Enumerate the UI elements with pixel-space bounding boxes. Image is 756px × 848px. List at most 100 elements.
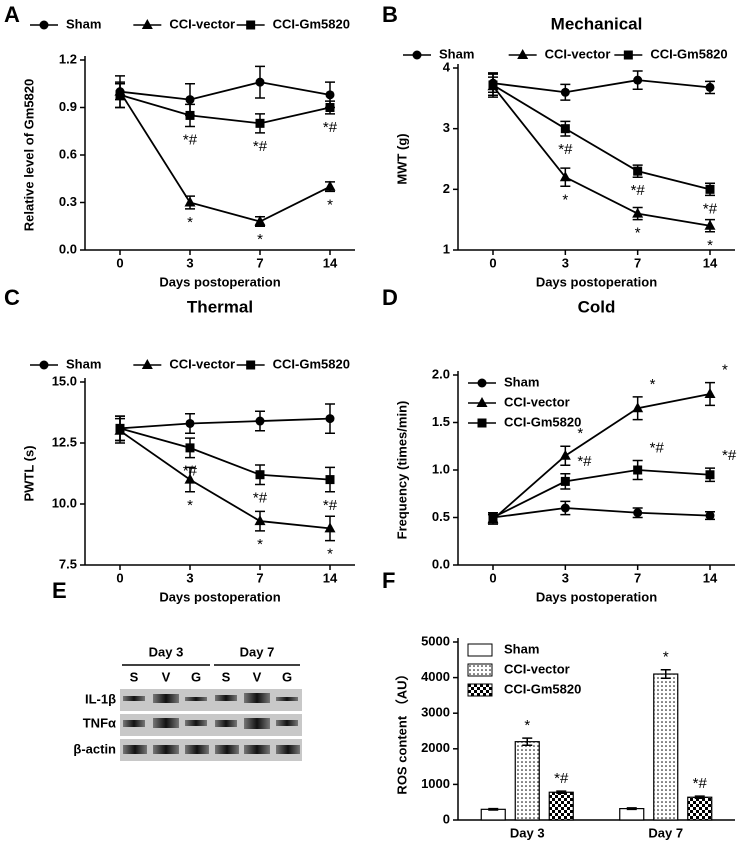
x-tick-label: 7 bbox=[256, 570, 263, 585]
series-line bbox=[492, 85, 711, 227]
legend-label: Sham bbox=[504, 641, 539, 656]
legend-swatch bbox=[467, 683, 493, 697]
significance-mark: * bbox=[187, 497, 193, 514]
bar bbox=[548, 791, 574, 821]
x-tick-label: 14 bbox=[323, 570, 338, 585]
marker bbox=[255, 118, 265, 128]
marker bbox=[325, 475, 335, 485]
y-axis-label: ROS content （AU） bbox=[394, 667, 409, 794]
marker bbox=[559, 449, 571, 460]
y-tick-label: 10.0 bbox=[52, 495, 77, 510]
marker bbox=[324, 522, 336, 533]
panel-letter: F bbox=[382, 568, 395, 593]
x-tick-label: 7 bbox=[256, 255, 263, 270]
y-tick-label: 3 bbox=[443, 120, 450, 135]
significance-mark: * bbox=[577, 425, 583, 442]
y-tick-label: 5000 bbox=[421, 633, 450, 648]
error-bar bbox=[694, 795, 705, 800]
significance-mark: *# bbox=[558, 141, 573, 158]
y-axis-label: Frequency (times/min) bbox=[394, 401, 409, 540]
marker bbox=[517, 49, 529, 59]
series-line bbox=[119, 427, 331, 481]
significance-mark: * bbox=[722, 362, 728, 379]
significance-mark: * bbox=[635, 225, 641, 242]
y-tick-label: 0.5 bbox=[432, 509, 450, 524]
lane-label: V bbox=[253, 669, 262, 684]
marker bbox=[705, 511, 715, 521]
x-tick-label: 14 bbox=[323, 255, 338, 270]
y-tick-label: 0.0 bbox=[432, 556, 450, 571]
x-tick-label: Day 7 bbox=[648, 825, 683, 840]
series-line bbox=[119, 81, 331, 101]
x-tick-label: 14 bbox=[703, 570, 718, 585]
marker bbox=[488, 80, 498, 90]
legend-label: Sham bbox=[66, 356, 101, 371]
significance-mark: *# bbox=[650, 439, 665, 456]
marker bbox=[623, 50, 633, 60]
marker bbox=[705, 184, 715, 194]
y-tick-label: 1000 bbox=[421, 776, 450, 791]
significance-mark: * bbox=[327, 196, 333, 213]
chart-panel: C Thermal PWTL (s) Days postoperation 7.5 10.… bbox=[4, 285, 355, 604]
error-bar bbox=[626, 807, 637, 811]
marker bbox=[704, 388, 716, 398]
chart-title: Mechanical bbox=[551, 14, 643, 33]
marker bbox=[141, 19, 153, 29]
x-tick-label: 0 bbox=[116, 255, 123, 270]
legend-label: CCI-Gm5820 bbox=[504, 414, 581, 429]
legend-label: CCI-Gm5820 bbox=[273, 356, 350, 371]
panel-letter: C bbox=[4, 285, 20, 310]
error-bar bbox=[556, 790, 567, 795]
significance-mark: *# bbox=[722, 447, 737, 464]
y-tick-label: 0 bbox=[443, 811, 450, 826]
marker bbox=[255, 77, 265, 87]
marker bbox=[185, 95, 195, 105]
y-tick-label: 3000 bbox=[421, 705, 450, 720]
chart-panel: D Cold Frequency (times/min) Days postopera… bbox=[382, 285, 737, 605]
blot-panel: E Day 3 Day 7 S V G S V G IL-1β TNFα β-a… bbox=[52, 578, 302, 761]
marker bbox=[185, 443, 195, 453]
significance-mark: * bbox=[524, 717, 530, 734]
y-tick-label: 0.3 bbox=[59, 194, 77, 209]
chart-panel: F ROS content （AU） 0 1000 2000 3000 4000 5000 Da… bbox=[382, 568, 735, 840]
marker bbox=[184, 473, 196, 484]
y-axis-label: Relative level of Gm5820 bbox=[21, 79, 36, 231]
marker bbox=[705, 82, 715, 92]
significance-mark: * bbox=[562, 191, 568, 208]
marker bbox=[477, 378, 487, 388]
marker bbox=[632, 402, 644, 413]
significance-mark: *# bbox=[631, 182, 646, 199]
significance-mark: *# bbox=[323, 119, 338, 136]
bar bbox=[514, 741, 540, 821]
series-line bbox=[492, 393, 711, 521]
marker bbox=[633, 166, 643, 176]
marker bbox=[488, 513, 498, 522]
marker bbox=[325, 414, 335, 424]
marker bbox=[325, 90, 335, 100]
y-tick-label: 4 bbox=[443, 59, 451, 74]
y-axis-label: PWTL (s) bbox=[21, 445, 36, 501]
y-tick-label: 0.9 bbox=[59, 99, 77, 114]
marker bbox=[633, 465, 643, 475]
group-label: Day 7 bbox=[240, 644, 275, 659]
marker bbox=[115, 423, 125, 433]
legend-swatch bbox=[467, 643, 493, 657]
series-line bbox=[492, 79, 711, 94]
lane-label: S bbox=[222, 669, 231, 684]
legend-label: CCI-vector bbox=[169, 356, 235, 371]
significance-mark: * bbox=[650, 376, 656, 393]
legend-label: CCI-Gm5820 bbox=[273, 16, 350, 31]
chart-panel: B Mechanical MWT (g) Days postoperation 1 2 3 4… bbox=[382, 2, 735, 289]
y-axis-label: MWT (g) bbox=[394, 133, 409, 184]
x-tick-label: 3 bbox=[186, 570, 193, 585]
lane-label: G bbox=[282, 669, 292, 684]
marker bbox=[185, 110, 195, 120]
chart-panel: A Relative level of Gm5820 Days postoperat… bbox=[4, 2, 355, 289]
significance-mark: *# bbox=[253, 138, 268, 155]
bar bbox=[653, 673, 679, 821]
marker bbox=[255, 470, 265, 480]
legend-label: CCI-vector bbox=[504, 661, 570, 676]
x-tick-label: 0 bbox=[489, 570, 496, 585]
marker bbox=[184, 196, 196, 207]
